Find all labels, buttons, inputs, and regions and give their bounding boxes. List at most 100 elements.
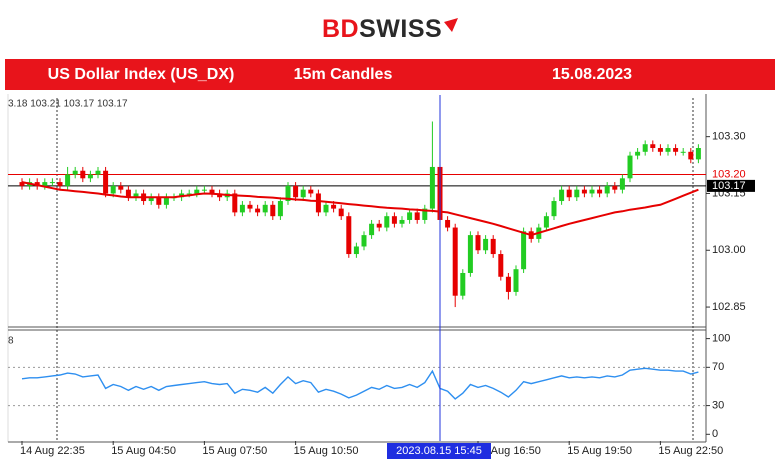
candle-body	[604, 185, 610, 194]
x-tick-label: 15 Aug 16:50	[476, 445, 541, 457]
candle-body	[323, 204, 329, 213]
candle-body	[543, 216, 549, 228]
candle-body	[148, 197, 154, 202]
candle-body	[551, 201, 557, 217]
candle-body	[657, 148, 663, 152]
candle-body	[34, 182, 40, 186]
x-tick-label: 15 Aug 07:50	[202, 445, 267, 457]
x-tick-label: 15 Aug 10:50	[294, 445, 359, 457]
candle-body	[300, 189, 306, 198]
candle-body	[589, 189, 595, 194]
candle-body	[353, 246, 359, 255]
candle-body	[293, 185, 299, 198]
candle-body	[194, 189, 200, 194]
candle-body	[217, 193, 223, 198]
rsi-tick-label: 0	[712, 428, 718, 440]
candle-body	[103, 170, 109, 194]
candle-body	[163, 197, 169, 205]
candle-body	[72, 170, 78, 175]
candle-body	[19, 182, 25, 186]
candle-body	[414, 212, 420, 220]
candle-body	[452, 227, 458, 296]
x-tick-label: 14 Aug 22:35	[20, 445, 85, 457]
crosshair-label-box	[387, 443, 491, 459]
candle-body	[627, 155, 633, 179]
price-line-label-box	[707, 179, 755, 192]
candle-body	[475, 235, 481, 251]
candle-body	[308, 189, 314, 194]
candle-body	[255, 208, 261, 213]
candle-body	[133, 193, 139, 198]
brand-suffix: SWISS	[359, 15, 442, 43]
candle-body	[650, 144, 656, 149]
candle-body	[407, 212, 413, 220]
candle-body	[49, 182, 55, 184]
ohlc-readout: 3.18 103.21 103.17 103.17	[8, 99, 128, 110]
candle-body	[87, 174, 93, 179]
candle-body	[612, 185, 618, 190]
candle-body	[559, 189, 565, 202]
y-tick-label: 103.00	[712, 244, 746, 256]
price-line-label-box	[707, 168, 755, 181]
candle-body	[665, 148, 671, 152]
candle-body	[399, 219, 405, 224]
candle-body	[521, 231, 527, 270]
candle-body	[95, 170, 101, 175]
candle-body	[619, 178, 625, 190]
banner-title: US Dollar Index (US_DX)	[48, 66, 235, 83]
candle-body	[65, 174, 71, 186]
x-tick-label: 15 Aug 22:50	[658, 445, 723, 457]
candle-body	[239, 204, 245, 213]
candle-body	[429, 166, 435, 209]
brand-prefix: BD	[322, 15, 359, 43]
banner-date: 15.08.2023	[552, 66, 632, 83]
candle-body	[80, 170, 86, 179]
candle-body	[42, 182, 48, 186]
indicator-label: 8	[8, 336, 14, 347]
rsi-tick-label: 100	[712, 333, 730, 345]
rsi-line	[21, 367, 699, 400]
candle-body	[505, 276, 511, 292]
candle-body	[498, 254, 504, 277]
candle-body	[688, 151, 694, 160]
candle-body	[467, 235, 473, 273]
candle-body	[635, 151, 641, 156]
brand-logo: BDSWISS	[322, 15, 442, 43]
candle-body	[376, 223, 382, 228]
candle-body	[642, 144, 648, 152]
candle-body	[483, 238, 489, 251]
candle-body	[695, 148, 701, 160]
candle-body	[315, 193, 321, 213]
candle-body	[156, 197, 162, 205]
candle-body	[490, 238, 496, 255]
candle-body	[391, 216, 397, 224]
y-tick-label: 103.30	[712, 131, 746, 143]
candle-body	[118, 185, 124, 190]
banner-subtitle: 15m Candles	[294, 66, 393, 83]
candle-body	[361, 235, 367, 247]
x-tick-label: 15 Aug 04:50	[111, 445, 176, 457]
candle-body	[338, 208, 344, 217]
candle-body	[574, 189, 580, 198]
candle-body	[209, 189, 215, 194]
candle-body	[201, 189, 207, 191]
crosshair-label: 2023.08.15 15:45	[396, 445, 482, 457]
moving-average	[21, 181, 699, 237]
candle-body	[445, 219, 451, 228]
candle-body	[369, 223, 375, 236]
candle-body	[232, 193, 238, 213]
candle-body	[422, 208, 428, 220]
rsi-tick-label: 30	[712, 400, 724, 412]
price-line-label: 103.20	[712, 168, 746, 180]
candle-body	[673, 148, 679, 152]
candle-body	[247, 204, 253, 209]
candle-body	[566, 189, 572, 198]
candle-body	[513, 269, 519, 292]
brand-arrow	[444, 18, 458, 32]
banner	[5, 59, 775, 90]
candle-body	[285, 185, 291, 202]
rsi-tick-label: 70	[712, 361, 724, 373]
candle-body	[57, 182, 63, 186]
